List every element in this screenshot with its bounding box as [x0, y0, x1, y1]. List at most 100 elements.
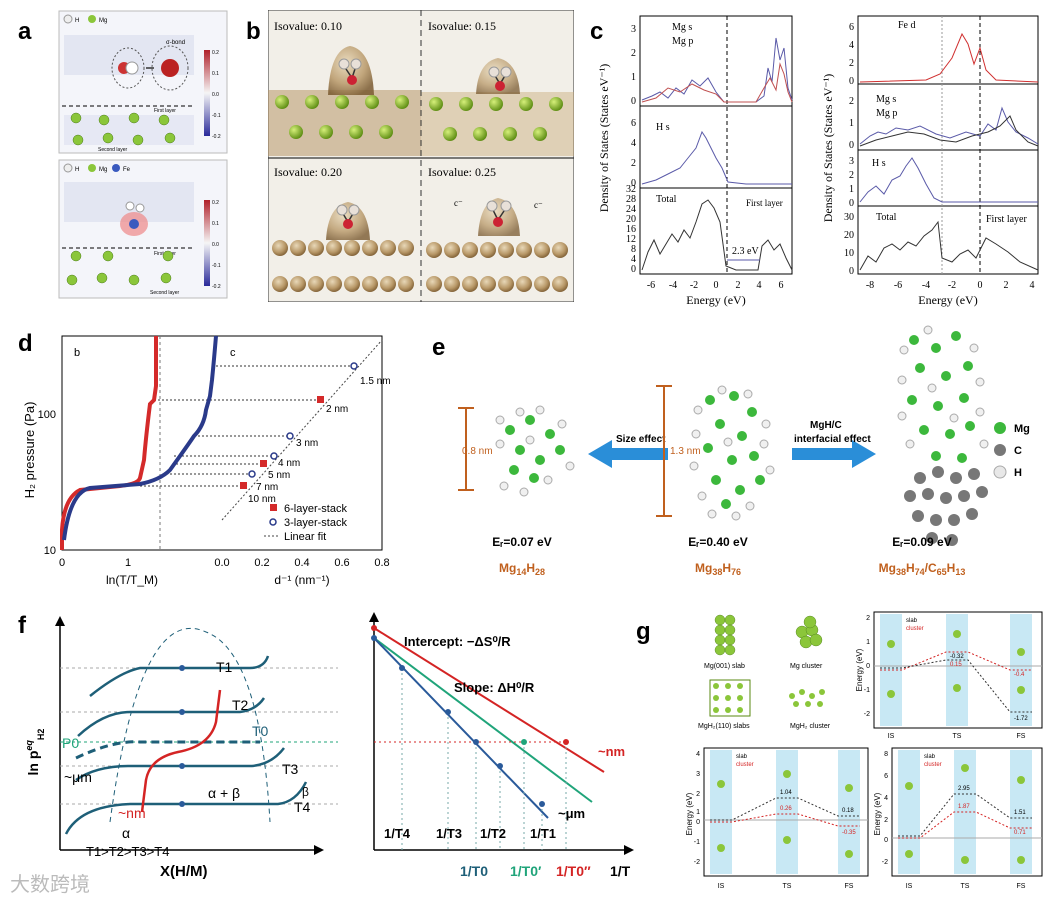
- band-gap-label: 2.3 eV: [732, 246, 759, 257]
- svg-text:TS: TS: [953, 733, 962, 740]
- dos-mg-s-curve: [641, 37, 793, 103]
- ylabel: Energy (eV): [855, 648, 864, 691]
- legend-h: H: [75, 18, 79, 24]
- energy-plot-2: Energy (eV) 4 3 2 1 0 -1 -2 IS TS FS slab cluster…: [685, 747, 869, 890]
- formula-mg38h74-c65h13: Mg38H74/C65H13: [879, 561, 966, 577]
- six-layer-points: [240, 396, 324, 489]
- ytick: 0: [631, 96, 636, 107]
- quadrant-015: [421, 58, 574, 156]
- um-fit-line: [373, 637, 549, 819]
- xtick: 0: [59, 557, 65, 569]
- ytick: 0: [631, 264, 636, 275]
- dos-left-sub3-frame: [639, 187, 793, 275]
- inv-t0-prime: 1/T0′: [510, 863, 542, 879]
- panel-label-b: b: [246, 18, 261, 45]
- panel-label-a: a: [18, 18, 32, 45]
- corner-label-c: c: [230, 347, 236, 359]
- svg-text:TS: TS: [961, 883, 970, 890]
- svg-text:6: 6: [884, 773, 888, 780]
- dos-right-h-s-curve: [859, 157, 1038, 203]
- size-label: 3 nm: [296, 438, 318, 449]
- legend-mg-s: Mg s: [672, 22, 692, 33]
- xtick: 0.8: [374, 557, 389, 569]
- ytick: 4: [849, 40, 854, 51]
- charge-label-right: c⁻: [534, 200, 543, 210]
- size-label: 1.5 nm: [360, 376, 391, 387]
- svg-text:TS: TS: [783, 883, 792, 890]
- cluster-mg38h74-c65h13: [897, 325, 989, 546]
- xtick: 0.4: [294, 557, 309, 569]
- svg-text:IS: IS: [906, 883, 913, 890]
- inv-t1: 1/T1: [530, 826, 556, 841]
- struct-mgh2-cluster: MgH₂ cluster: [790, 723, 831, 730]
- svg-text:FS: FS: [1017, 733, 1026, 740]
- watermark-text: 大数跨境: [10, 872, 90, 896]
- size-label: 10 nm: [248, 494, 276, 505]
- miscibility-dome: [109, 627, 271, 823]
- ytick: 4: [631, 254, 636, 265]
- colorbar-tick: 0.2: [212, 200, 219, 206]
- panel-label-d: d: [18, 330, 33, 357]
- dos-right-total-curve: [859, 220, 1039, 271]
- svg-text:2.95: 2.95: [958, 786, 970, 792]
- ln-t-xlabel: ln(T/T_M): [106, 573, 158, 587]
- size-08nm: 0.8 nm: [462, 446, 493, 457]
- dos-left-xlabel: Energy (eV): [686, 293, 745, 307]
- alpha-beta-label: α + β: [208, 785, 240, 801]
- ytick: 30: [844, 212, 854, 223]
- legend-h-s: H s: [656, 122, 670, 133]
- svg-text:-2: -2: [864, 711, 870, 718]
- legend-h-s: H s: [872, 158, 886, 169]
- xtick: 0.0: [214, 557, 229, 569]
- second-layer-label: Second layer: [98, 147, 128, 153]
- energy-plot-1: Energy (eV) 2 1 0 -1 -2 IS TS FS slab cluster -…: [855, 611, 1043, 740]
- legend-fe-d: Fe d: [898, 20, 916, 31]
- ylabel: Energy (eV): [873, 792, 882, 835]
- panel-label-c: c: [590, 18, 604, 45]
- ytick: 12: [626, 234, 636, 245]
- dos-h-s-curve: [641, 130, 792, 185]
- size-label: 4 nm: [278, 458, 300, 469]
- ytick: 1: [631, 72, 636, 83]
- ytick: 10: [44, 545, 56, 557]
- ytick: 0: [849, 198, 854, 209]
- xtick: -4: [669, 280, 677, 291]
- xtick: 0.6: [334, 557, 349, 569]
- nm-label: ~nm: [118, 805, 146, 821]
- energy-mg38h74-c65h13: Eᵣ=0.09 eV: [892, 535, 951, 549]
- dos-left-ylabel: Density of States (States eV⁻¹): [597, 64, 611, 213]
- svg-text:cluster: cluster: [906, 626, 924, 632]
- dos-right-sub0-frame: [857, 15, 1039, 85]
- cluster-mg14h28: 0.8 nm: [458, 405, 575, 497]
- ytick: 16: [626, 224, 636, 235]
- panel-f-vant-hoff: Intercept: −ΔS⁰/R Slope: ΔH⁰/R ~nm ~μm 1…: [369, 612, 634, 879]
- isovalue-025-label: Isovalue: 0.25: [428, 165, 496, 179]
- dos-mg-p-curve: [641, 62, 793, 103]
- legend-total: Total: [656, 194, 677, 205]
- ytick: 20: [626, 214, 636, 225]
- svg-text:-2: -2: [694, 859, 700, 866]
- second-layer-label: Second layer: [150, 290, 180, 296]
- svg-text:FS: FS: [1017, 883, 1026, 890]
- ytick: 4: [631, 138, 636, 149]
- legend-mg: Mg: [99, 167, 107, 173]
- struct-mgh2-slabs: MgH₂(110) slabs: [698, 723, 750, 730]
- ytick: 2: [631, 158, 636, 169]
- legend-three-layer: 3-layer-stack: [284, 517, 347, 529]
- sigma-bond-label: σ-bond: [166, 40, 185, 46]
- panel-label-g: g: [636, 618, 651, 645]
- three-layer-curve: [62, 335, 218, 541]
- cluster-mg38h76: 1.3 nm: [656, 385, 775, 521]
- panel-b-isosurfaces: c⁻ c⁻ Isovalue: 0.10 Isovalue: 0.15 Isov…: [268, 10, 574, 302]
- svg-text:1.51: 1.51: [1014, 810, 1026, 816]
- legend-h: H: [1014, 467, 1022, 479]
- slope-label: Slope: ΔH⁰/R: [454, 680, 535, 695]
- panel-d-pressure-plot: H₂ pressure (Pa) 10 100 0 1 0.0 0.2 0.4 …: [22, 335, 391, 587]
- isovalue-020-label: Isovalue: 0.20: [274, 165, 342, 179]
- svg-text:-0.32: -0.32: [950, 654, 964, 660]
- legend-mg: Mg: [1014, 423, 1030, 435]
- colorbar-tick: 0.1: [212, 221, 219, 227]
- colorbar-tick: 0.0: [212, 92, 219, 98]
- energy-mg38h76: Eᵣ=0.40 eV: [688, 535, 747, 549]
- dos-right-mg-p-curve: [859, 115, 1039, 147]
